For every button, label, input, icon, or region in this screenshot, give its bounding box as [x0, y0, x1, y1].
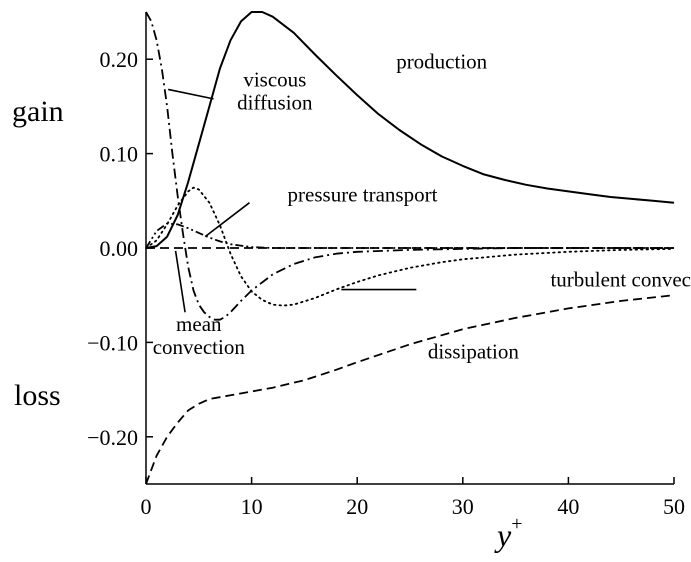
y-tick-label-0-10: 0.10 — [100, 142, 139, 167]
annotation-pointers — [168, 88, 417, 313]
gain-label: gain — [12, 95, 64, 128]
ticks — [145, 58, 675, 484]
x-tick-label-0: 0 — [141, 494, 152, 519]
y-tick-label-0-20: 0.20 — [100, 47, 139, 72]
annotation-line-dissipation-0: dissipation — [428, 339, 520, 363]
x-tick-label-10: 10 — [241, 494, 263, 519]
annotation-line-production-0: production — [396, 50, 487, 74]
x-tick-label-50: 50 — [663, 494, 685, 519]
annotation-line-viscous-diffusion-1: diffusion — [237, 91, 313, 115]
annotation-dissipation: dissipation — [428, 339, 520, 363]
series-curves — [145, 11, 675, 485]
x-axis-label-superscript: + — [511, 513, 522, 535]
series-line-turbulent-convection — [145, 186, 675, 307]
x-tick-label-30: 30 — [452, 494, 474, 519]
pointer-pressure-transport — [204, 202, 250, 238]
x-tick-label-20: 20 — [346, 494, 368, 519]
x-tick-label-40: 40 — [557, 494, 579, 519]
pointer-viscous-diffusion — [168, 88, 214, 100]
series-line-viscous-diffusion — [145, 11, 674, 321]
annotation-turbulent-convection: turbulent convection — [550, 268, 691, 292]
tick-labels: 0 10 20 30 40 50 0.20 0.10 0.00 −0.10 −0.20 — [87, 47, 685, 519]
y-tick-label-0-20: −0.20 — [87, 425, 138, 450]
series-line-production — [145, 11, 675, 249]
annotation-pressure-transport: pressure transport — [288, 183, 438, 207]
curve-annotations: production viscous diffusion pressure trans… — [153, 50, 691, 364]
x-axis-label: y+ — [494, 513, 522, 553]
annotation-mean-convection: mean convection — [153, 312, 246, 359]
annotation-line-pressure-transport-0: pressure transport — [288, 183, 438, 207]
pointer-mean-convection — [174, 250, 186, 313]
annotation-line-turbulent-convection-0: turbulent convection — [550, 268, 691, 292]
annotation-viscous-diffusion: viscous diffusion — [237, 68, 313, 115]
annotation-line-mean-convection-1: convection — [153, 335, 246, 359]
annotation-line-viscous-diffusion-0: viscous — [243, 68, 306, 92]
annotation-production: production — [396, 50, 487, 74]
x-axis-label-main: y — [494, 517, 512, 553]
y-tick-label-0-10: −0.10 — [87, 330, 138, 355]
y-tick-label-0-00: 0.00 — [100, 236, 139, 261]
series-line-dissipation — [145, 294, 675, 485]
series-line-pressure-transport — [145, 222, 674, 249]
loss-label: loss — [14, 379, 61, 412]
annotation-line-mean-convection-0: mean — [176, 312, 222, 336]
